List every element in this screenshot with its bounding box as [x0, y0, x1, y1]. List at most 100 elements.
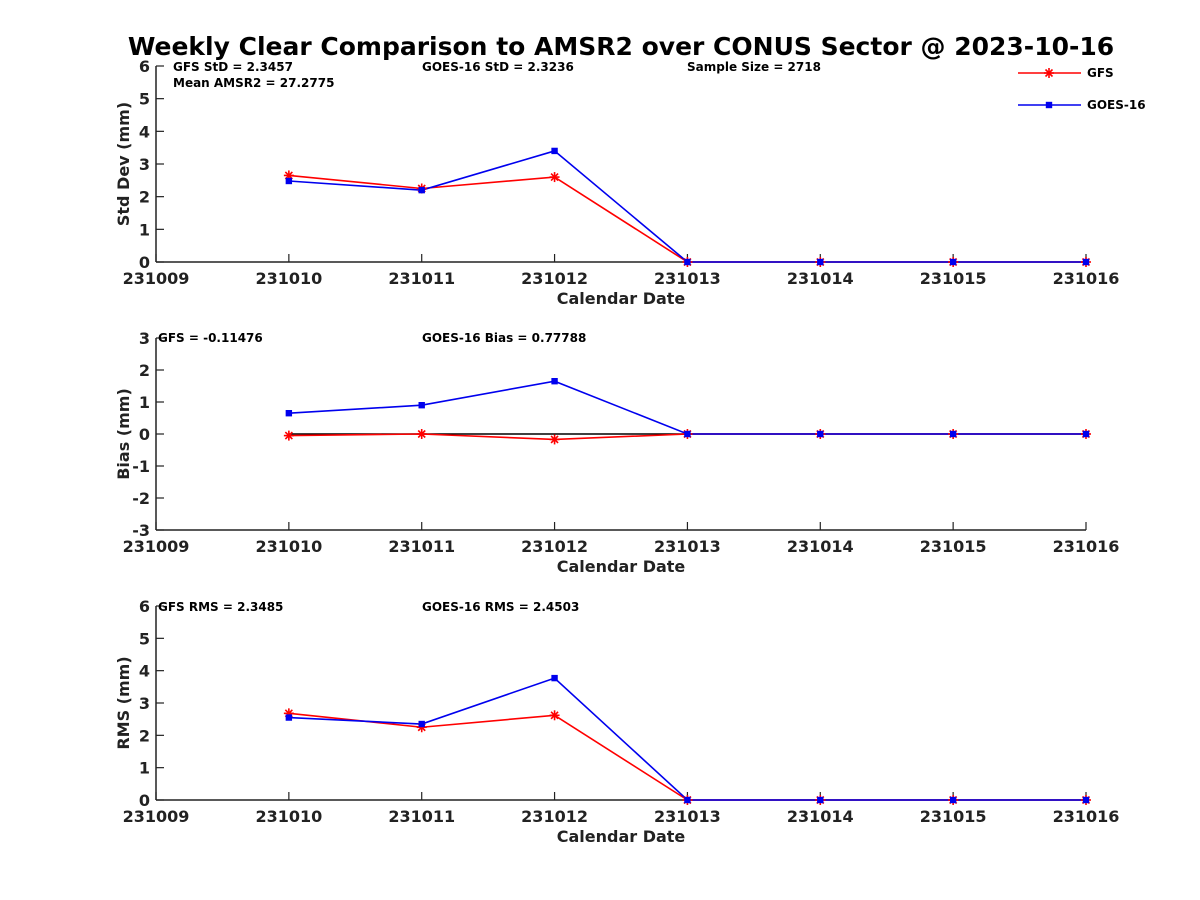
point-goes-16 [1082, 796, 1090, 804]
y-tick-label: 5 [139, 90, 150, 109]
series-lines [288, 150, 1086, 263]
legend-entry-gfs: GFS [1018, 66, 1114, 80]
point-goes-16 [684, 258, 691, 266]
point-goes-16 [949, 258, 957, 266]
x-tick-label: 231013 [654, 537, 721, 556]
x-tick-label: 231016 [1053, 269, 1120, 288]
y-tick-label: 3 [139, 329, 150, 348]
y-axis-title: RMS (mm) [114, 656, 133, 749]
y-tick-label: 0 [139, 253, 150, 272]
stat-annotation: GFS RMS = 2.3485 [158, 600, 283, 614]
x-tick-label: 231013 [654, 269, 721, 288]
point-goes-16 [285, 410, 293, 417]
y-axis-title: Bias (mm) [114, 388, 133, 480]
series-markers [283, 147, 1091, 267]
point-goes-16 [418, 720, 425, 728]
y-tick-label: -2 [132, 489, 150, 508]
x-tick-label: 231011 [388, 269, 455, 288]
stat-annotation: GOES-16 RMS = 2.4503 [422, 600, 579, 614]
series-line-goes-16 [288, 380, 1086, 435]
point-goes-16 [1082, 258, 1090, 266]
figure-title: Weekly Clear Comparison to AMSR2 over CO… [128, 32, 1114, 61]
x-axis-title: Calendar Date [557, 827, 686, 846]
series-markers [283, 674, 1091, 805]
x-tick-label: 231014 [787, 537, 854, 556]
point-gfs [283, 430, 294, 441]
series-line-gfs [288, 712, 1086, 801]
y-tick-label: 6 [139, 597, 150, 616]
x-tick-label: 231010 [255, 269, 322, 288]
x-tick-label: 231014 [787, 269, 854, 288]
y-tick-label: 2 [139, 726, 150, 745]
point-goes-16 [551, 147, 558, 155]
point-goes-16 [551, 674, 558, 682]
y-tick-label: 5 [139, 629, 150, 648]
legend: GFS GOES-16 [1018, 66, 1146, 112]
x-tick-label: 231011 [388, 807, 455, 826]
x-tick-label: 231009 [123, 269, 190, 288]
stat-annotation: Sample Size = 2718 [687, 60, 821, 74]
y-tick-label: 2 [139, 188, 150, 207]
point-goes-16 [817, 258, 824, 266]
point-goes-16 [551, 378, 558, 385]
stat-annotation: GOES-16 StD = 2.3236 [422, 60, 574, 74]
series-line-goes-16 [288, 677, 1086, 801]
legend-marker [1045, 101, 1053, 109]
y-tick-label: 3 [139, 694, 150, 713]
point-goes-16 [684, 796, 691, 804]
stat-annotation: GFS = -0.11476 [158, 331, 263, 345]
point-gfs [549, 172, 560, 183]
legend-label: GFS [1087, 66, 1114, 80]
point-goes-16 [684, 430, 691, 438]
point-goes-16 [418, 402, 425, 409]
y-tick-label: -1 [132, 457, 150, 476]
x-tick-label: 231009 [123, 537, 190, 556]
point-gfs [283, 170, 294, 181]
x-tick-label: 231012 [521, 537, 588, 556]
y-tick-label: 4 [139, 122, 150, 141]
point-goes-16 [949, 796, 957, 804]
x-tick-label: 231010 [255, 537, 322, 556]
chart-panel-2: 231009 231010 231011 231012 231013 231014 2310… [114, 329, 1119, 576]
point-goes-16 [1082, 430, 1090, 438]
series-line-goes-16 [288, 150, 1086, 263]
legend-label: GOES-16 [1087, 98, 1146, 112]
y-axis-title: Std Dev (mm) [114, 102, 133, 226]
stat-annotation: GOES-16 Bias = 0.77788 [422, 331, 586, 345]
legend-marker [1044, 68, 1054, 78]
point-gfs [549, 710, 560, 721]
point-goes-16 [418, 186, 425, 194]
y-tick-label: 1 [139, 220, 150, 239]
x-tick-label: 231010 [255, 807, 322, 826]
x-tick-label: 231011 [388, 537, 455, 556]
x-tick-label: 231014 [787, 807, 854, 826]
point-goes-16 [817, 796, 824, 804]
x-axis-title: Calendar Date [557, 289, 686, 308]
stat-annotation: Mean AMSR2 = 27.2775 [173, 76, 334, 90]
x-axis-title: Calendar Date [557, 557, 686, 576]
x-tick-label: 231013 [654, 807, 721, 826]
x-tick-label: 231016 [1053, 537, 1120, 556]
x-tick-label: 231016 [1053, 807, 1120, 826]
y-tick-label: 3 [139, 155, 150, 174]
point-goes-16 [285, 177, 293, 185]
series-lines [288, 677, 1086, 801]
y-tick-label: 2 [139, 361, 150, 380]
chart-panel-3: 231009 231010 231011 231012 231013 231014 2310… [114, 597, 1119, 846]
y-tick-label: 4 [139, 662, 150, 681]
x-tick-label: 231015 [920, 807, 987, 826]
y-tick-label: 6 [139, 57, 150, 76]
y-tick-label: 1 [139, 759, 150, 778]
y-tick-label: 0 [139, 791, 150, 810]
point-goes-16 [285, 714, 293, 721]
panels-group: 231009 231010 231011 231012 231013 231014 2310… [114, 57, 1119, 846]
series-markers [283, 378, 1091, 445]
y-tick-label: -3 [132, 521, 150, 540]
point-gfs [416, 429, 427, 439]
point-gfs [549, 434, 560, 445]
y-tick-label: 1 [139, 393, 150, 412]
point-goes-16 [817, 430, 824, 438]
chart-panel-1: 231009 231010 231011 231012 231013 231014 2310… [114, 57, 1119, 308]
y-tick-label: 0 [139, 425, 150, 444]
